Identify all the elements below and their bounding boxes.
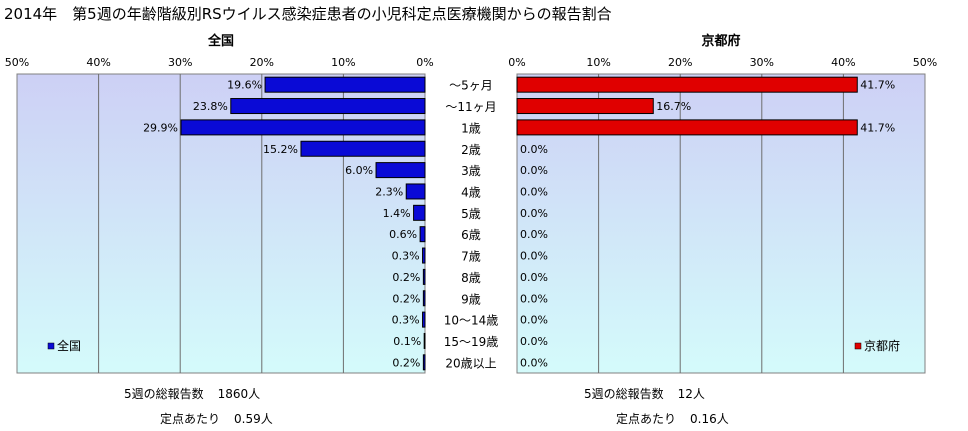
kyoto-data-label: 0.0% (520, 164, 548, 177)
zenkoku-bar (230, 98, 426, 115)
kyoto-data-label: 41.7% (860, 121, 895, 134)
kyoto-data-label: 0.0% (520, 314, 548, 327)
kyoto-x-tick-label: 0% (508, 56, 525, 69)
category-label: ～5ヶ月 (449, 79, 493, 93)
zenkoku-x-tick-label: 30% (168, 56, 192, 69)
kyoto-per-row: 定点あたり 0.16人 (616, 410, 729, 427)
zenkoku-panel-title: 全国 (207, 33, 234, 49)
category-label: 3歳 (461, 164, 481, 178)
zenkoku-per-value: 0.59人 (234, 412, 273, 426)
zenkoku-bar (419, 226, 426, 243)
category-label: 10～14歳 (444, 314, 499, 328)
kyoto-data-label: 0.0% (520, 228, 548, 241)
zenkoku-data-label: 0.2% (392, 356, 420, 369)
zenkoku-bar (405, 183, 426, 200)
kyoto-total-label: 5週の総報告数 (584, 387, 664, 401)
page-title: 2014年 第5週の年齢階級別RSウイルス感染症患者の小児科定点医療機関からの報… (4, 5, 612, 23)
zenkoku-x-tick-label: 20% (250, 56, 274, 69)
category-label: ～11ヶ月 (445, 100, 496, 114)
category-label: 9歳 (461, 292, 481, 306)
chart-zenkoku: 50% 40% 30% 20% 10% 0% 全国 19.6% 23.8% 29.9% 15.2% 6… (5, 33, 434, 374)
category-label: 2歳 (461, 143, 481, 157)
category-label: 20歳以上 (445, 356, 496, 370)
kyoto-x-tick-label: 50% (913, 56, 937, 69)
zenkoku-data-label: 23.8% (193, 100, 228, 113)
kyoto-data-label: 0.0% (520, 250, 548, 263)
zenkoku-total-label: 5週の総報告数 (124, 387, 204, 401)
kyoto-x-tick-label: 10% (586, 56, 610, 69)
kyoto-data-label: 0.0% (520, 335, 548, 348)
zenkoku-bar (423, 332, 426, 349)
kyoto-bar (516, 119, 858, 136)
kyoto-data-label: 0.0% (520, 292, 548, 305)
zenkoku-bar (422, 354, 426, 371)
kyoto-plot-area (516, 73, 926, 374)
category-label: 5歳 (461, 207, 481, 221)
zenkoku-x-tick-label: 10% (331, 56, 355, 69)
zenkoku-legend-label: 全国 (57, 338, 81, 353)
kyoto-data-label: 0.0% (520, 143, 548, 156)
category-label: 8歳 (461, 271, 481, 285)
zenkoku-bar (422, 311, 426, 328)
zenkoku-data-label: 15.2% (263, 143, 298, 156)
kyoto-x-tick-label: 40% (831, 56, 855, 69)
kyoto-total-value: 12人 (677, 387, 705, 401)
zenkoku-data-label: 0.3% (392, 314, 420, 327)
zenkoku-total-row: 5週の総報告数 1860人 (124, 385, 260, 402)
kyoto-panel-title: 京都府 (701, 33, 740, 49)
zenkoku-data-label: 19.6% (227, 79, 262, 92)
kyoto-data-label: 0.0% (520, 356, 548, 369)
kyoto-data-label: 16.7% (656, 100, 691, 113)
kyoto-per-value: 0.16人 (690, 412, 729, 426)
zenkoku-data-label: 0.2% (392, 292, 420, 305)
kyoto-x-tick-label: 30% (750, 56, 774, 69)
kyoto-data-label: 0.0% (520, 185, 548, 198)
kyoto-data-label: 41.7% (860, 79, 895, 92)
category-labels: ～5ヶ月 ～11ヶ月 1歳 2歳 3歳 4歳 5歳 6歳 7歳 8歳 9歳 10～14歳 15～19歳 2… (444, 79, 499, 371)
zenkoku-x-tick-label: 0% (416, 56, 433, 69)
category-label: 6歳 (461, 228, 481, 242)
zenkoku-bar (422, 247, 426, 264)
zenkoku-x-tick-label: 40% (86, 56, 110, 69)
zenkoku-bar (264, 76, 426, 93)
zenkoku-data-label: 1.4% (383, 207, 411, 220)
zenkoku-data-label: 0.2% (392, 271, 420, 284)
zenkoku-data-label: 29.9% (143, 121, 178, 134)
kyoto-total-row: 5週の総報告数 12人 (584, 385, 705, 402)
kyoto-x-tick-label: 20% (668, 56, 692, 69)
category-label: 7歳 (461, 250, 481, 264)
zenkoku-per-row: 定点あたり 0.59人 (160, 410, 273, 427)
zenkoku-data-label: 6.0% (345, 164, 373, 177)
zenkoku-data-label: 0.6% (389, 228, 417, 241)
kyoto-bar (516, 76, 858, 93)
kyoto-legend-swatch (854, 342, 862, 350)
kyoto-per-label: 定点あたり (616, 412, 677, 426)
kyoto-bar (516, 98, 654, 115)
zenkoku-bar (413, 204, 426, 221)
zenkoku-data-label: 2.3% (375, 185, 403, 198)
zenkoku-per-label: 定点あたり (160, 412, 221, 426)
chart-kyoto: 0% 10% 20% 30% 40% 50% 京都府 41.7% 16.7% 41.7% 0.0% 0… (508, 33, 937, 374)
zenkoku-total-value: 1860人 (217, 387, 261, 401)
zenkoku-bar (180, 119, 426, 136)
zenkoku-plot-area (16, 73, 426, 374)
zenkoku-bar (422, 268, 426, 285)
zenkoku-bar (375, 162, 426, 179)
zenkoku-bar (422, 290, 426, 307)
kyoto-data-label: 0.0% (520, 207, 548, 220)
zenkoku-data-label: 0.1% (393, 335, 421, 348)
zenkoku-x-tick-label: 50% (5, 56, 29, 69)
category-label: 1歳 (461, 121, 481, 135)
zenkoku-data-label: 0.3% (392, 250, 420, 263)
category-label: 4歳 (461, 185, 481, 199)
category-label: 15～19歳 (444, 335, 499, 349)
zenkoku-legend-swatch (47, 342, 55, 350)
kyoto-data-label: 0.0% (520, 271, 548, 284)
zenkoku-bar (300, 140, 426, 157)
kyoto-legend-label: 京都府 (864, 338, 900, 353)
